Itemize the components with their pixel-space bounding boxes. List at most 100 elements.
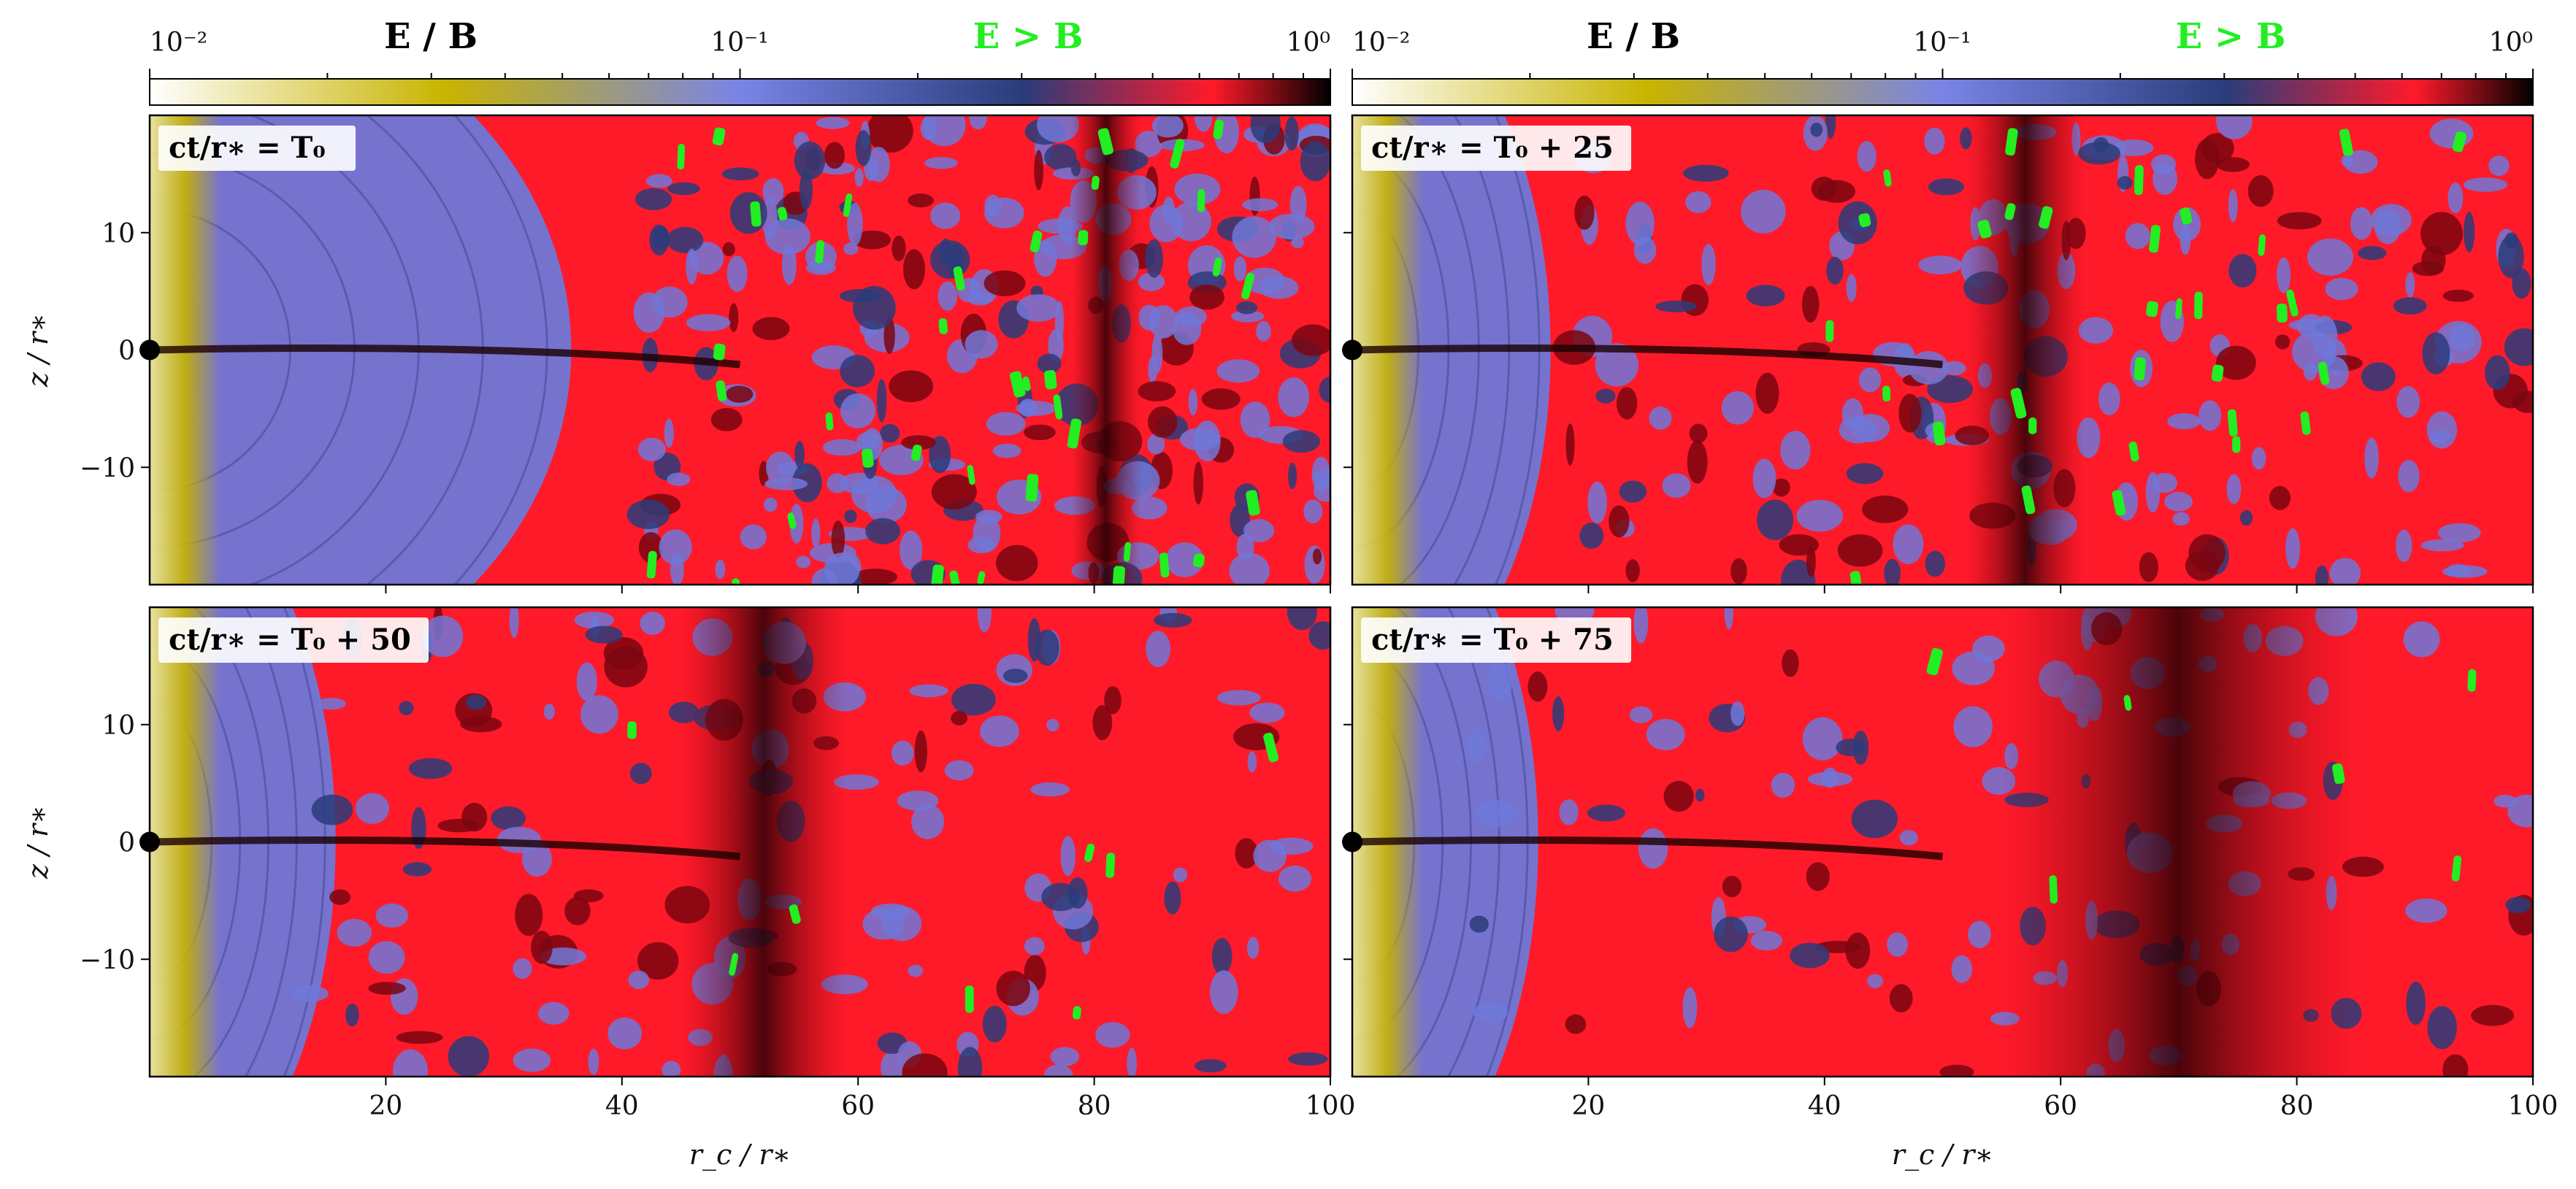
heatmap-blob — [1164, 881, 1181, 915]
heatmap-blob — [1619, 480, 1647, 503]
heatmap-blob — [1024, 424, 1056, 441]
heatmap-blob — [2420, 212, 2463, 255]
heatmap-blob — [2113, 139, 2154, 156]
heatmap-blob — [633, 292, 665, 333]
e-gt-b-contour — [2467, 669, 2477, 692]
heatmap-blob — [1552, 696, 1565, 731]
heatmap-blob — [984, 270, 1026, 296]
e-gt-b-contour — [1212, 257, 1222, 277]
heatmap-blob — [710, 407, 743, 431]
colorbar-right-bar — [1352, 78, 2534, 106]
panel-label: ct/r∗ = T₀ + 50 — [158, 617, 429, 663]
heatmap-blob — [1565, 1014, 1587, 1034]
heatmap-blob — [1151, 115, 1184, 138]
heatmap-blob — [1046, 718, 1059, 732]
panel-label-box — [158, 617, 429, 663]
colorbar-left-marker-label: E > B — [973, 16, 1084, 57]
e-gt-b-contour — [777, 207, 788, 221]
heatmap-blob — [992, 443, 1021, 458]
heatmap-blob — [1887, 932, 1908, 957]
colorbar-left-tick-2: 10⁰ — [1287, 28, 1330, 58]
heatmap-blob — [1174, 173, 1221, 205]
heatmap-blob — [329, 889, 351, 905]
heatmap-blob — [2247, 175, 2274, 207]
heatmap-blob — [2277, 257, 2291, 293]
heatmap-blob — [897, 790, 939, 811]
heatmap-blob — [2421, 245, 2446, 275]
e-gt-b-contour — [938, 318, 948, 334]
panel-label-box — [1361, 126, 1631, 171]
e-gt-b-contour — [2021, 485, 2036, 515]
heatmap-blob — [1138, 304, 1160, 331]
heatmap-blob — [2405, 899, 2447, 923]
colorbar-right-tick-0: 10⁻² — [1352, 28, 1410, 58]
heatmap-blob — [2341, 154, 2354, 167]
heatmap-blob — [1278, 865, 1312, 892]
heatmap-blob — [1609, 505, 1630, 538]
heatmap-blob — [1925, 550, 1945, 577]
e-gt-b-contour — [967, 464, 975, 485]
heatmap-blob — [1752, 458, 1776, 499]
heatmap-blob — [2357, 246, 2387, 261]
heatmap-blob — [659, 529, 692, 565]
heatmap-blob — [2429, 118, 2474, 149]
heatmap-blob — [1469, 915, 1489, 933]
heatmap-blob — [1288, 462, 1297, 490]
heatmap-blob — [2505, 896, 2531, 914]
heatmap-blob — [957, 1047, 983, 1077]
heatmap-blob — [2370, 204, 2412, 236]
heatmap-blob — [1724, 607, 1734, 630]
heatmap-blob — [975, 509, 1003, 524]
e-gt-b-contour — [949, 570, 962, 585]
e-gt-b-contour — [1192, 553, 1205, 568]
e-gt-b-contour — [2123, 695, 2132, 711]
heatmap-blob — [855, 130, 872, 166]
e-gt-b-contour — [2004, 203, 2016, 220]
heatmap-blob — [1826, 256, 1844, 285]
heatmap-blob — [1714, 916, 1748, 953]
heatmap-blob — [1825, 115, 1836, 139]
heatmap-blob — [740, 524, 767, 550]
heatmap-blob — [543, 704, 556, 720]
heatmap-blob — [1043, 1064, 1073, 1077]
heatmap-blob — [1256, 320, 1271, 342]
heatmap-blob — [1193, 461, 1203, 505]
heatmap-blob — [2498, 235, 2524, 279]
heatmap-blob — [604, 646, 648, 688]
heatmap-blob — [1201, 388, 1241, 410]
heatmap-blob — [722, 242, 735, 257]
heatmap-blob — [1646, 718, 1685, 751]
heatmap-blob — [2078, 142, 2121, 165]
colorbar-right-title: E / B — [1587, 16, 1680, 57]
heatmap-blob — [2405, 272, 2415, 298]
heatmap-blob — [637, 942, 679, 980]
heatmap-blob — [1211, 938, 1233, 975]
heatmap-blob — [2117, 176, 2133, 190]
colorbar-right-tick-2: 10⁰ — [2489, 28, 2533, 58]
heatmap-blob — [2471, 1004, 2515, 1026]
heatmap-blob — [1633, 607, 1649, 644]
heatmap-blob — [2078, 317, 2114, 344]
e-gt-b-contour — [1009, 371, 1026, 398]
y-tick-label: −10 — [80, 453, 135, 483]
heatmap-blob — [645, 174, 672, 188]
heatmap-blob — [914, 730, 927, 773]
e-gt-b-contour — [1241, 272, 1254, 300]
heatmap-blob — [2442, 1054, 2469, 1077]
e-gt-b-contour — [1097, 128, 1113, 155]
heatmap-blob — [2150, 154, 2177, 174]
panel-0: 10 0 −10 z / r∗ ct/r∗ = T₀ — [22, 114, 1332, 593]
e-gt-b-contour — [646, 550, 657, 579]
heatmap-blob — [721, 167, 759, 181]
heatmap-blob — [822, 439, 862, 456]
heatmap-blob — [573, 889, 604, 903]
heatmap-blob — [626, 499, 670, 529]
heatmap-blob — [899, 530, 923, 570]
heatmap-blob — [2199, 400, 2222, 431]
heatmap-blob — [854, 168, 864, 187]
heatmap-blob — [588, 1048, 599, 1075]
heatmap-blob — [1289, 185, 1307, 223]
heatmap-blob — [996, 970, 1030, 1007]
heatmap-blob — [1757, 499, 1794, 541]
